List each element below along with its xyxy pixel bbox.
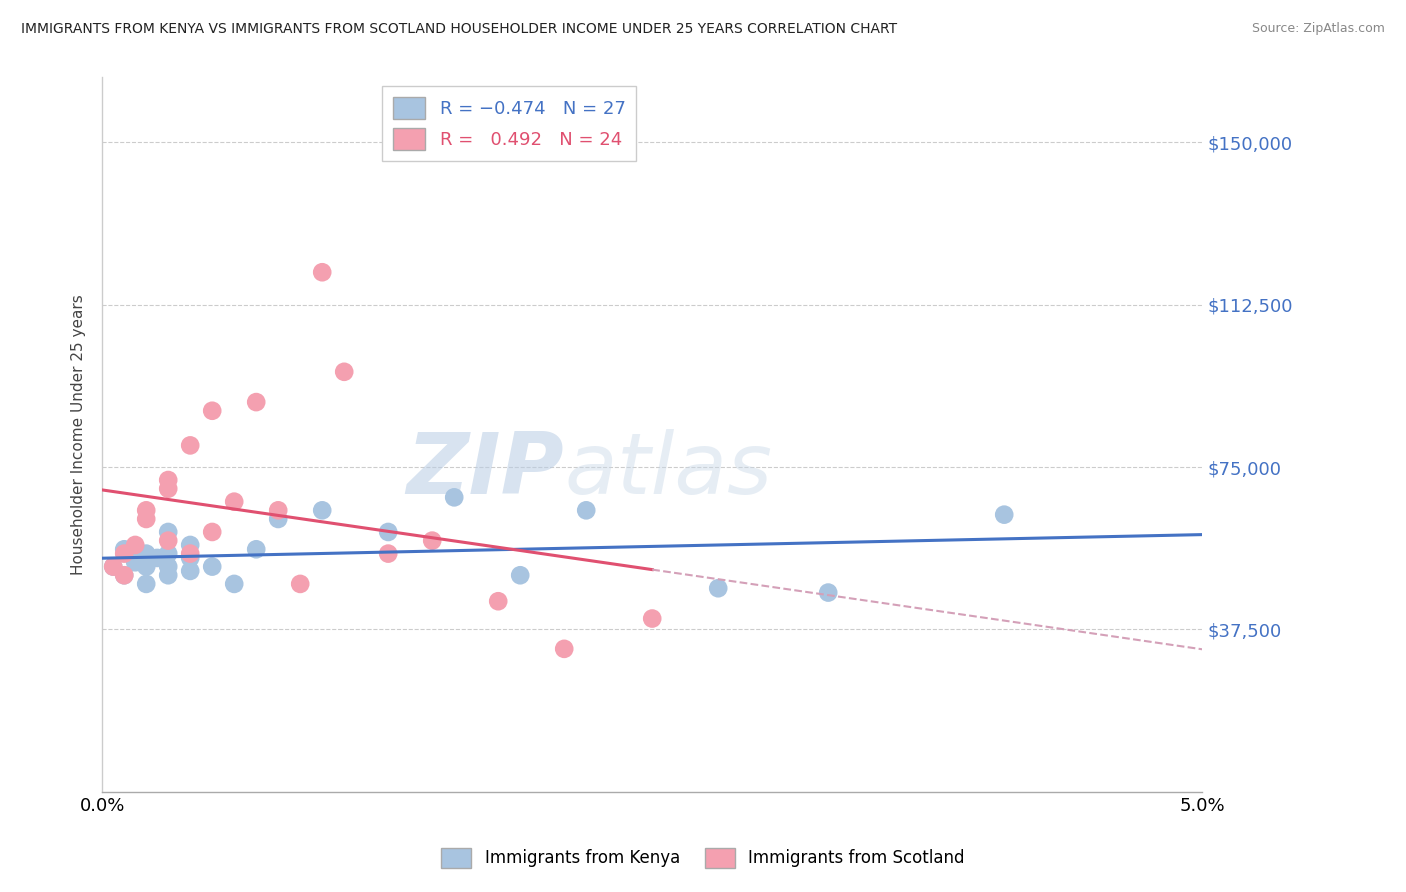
Point (641, 611, 664, 625)
Point (135, 547, 157, 561)
Point (179, 438, 201, 452)
Point (103, 559, 125, 574)
Point (993, 508, 1015, 522)
Point (201, 403, 224, 417)
Point (135, 559, 157, 574)
Point (112, 547, 135, 561)
Point (509, 568, 531, 582)
Point (486, 594, 509, 608)
Point (112, 568, 135, 582)
Point (267, 512, 290, 526)
Point (707, 581, 730, 595)
Point (112, 542, 135, 557)
Text: ZIP: ZIP (406, 429, 564, 512)
Point (443, 491, 465, 505)
Point (311, 503, 333, 517)
Point (224, 494, 246, 508)
Point (333, 365, 356, 379)
Point (135, 503, 157, 517)
Text: Source: ZipAtlas.com: Source: ZipAtlas.com (1251, 22, 1385, 36)
Point (157, 473, 180, 487)
Point (157, 547, 180, 561)
Point (179, 550, 201, 565)
Point (377, 547, 399, 561)
Legend: R = −0.474   N = 27, R =   0.492   N = 24: R = −0.474 N = 27, R = 0.492 N = 24 (382, 87, 637, 161)
Point (124, 555, 146, 569)
Point (157, 533, 180, 548)
Point (103, 559, 125, 574)
Point (124, 538, 146, 552)
Point (157, 524, 180, 539)
Point (201, 524, 224, 539)
Point (157, 568, 180, 582)
Point (553, 641, 575, 656)
Point (267, 503, 290, 517)
Point (575, 503, 598, 517)
Point (135, 577, 157, 591)
Legend: Immigrants from Kenya, Immigrants from Scotland: Immigrants from Kenya, Immigrants from S… (434, 841, 972, 875)
Point (179, 547, 201, 561)
Text: IMMIGRANTS FROM KENYA VS IMMIGRANTS FROM SCOTLAND HOUSEHOLDER INCOME UNDER 25 YE: IMMIGRANTS FROM KENYA VS IMMIGRANTS FROM… (21, 22, 897, 37)
Point (112, 568, 135, 582)
Point (179, 538, 201, 552)
Point (245, 542, 267, 557)
Point (157, 482, 180, 496)
Text: atlas: atlas (564, 429, 772, 512)
Point (179, 564, 201, 578)
Point (290, 577, 312, 591)
Y-axis label: Householder Income Under 25 years: Householder Income Under 25 years (72, 294, 86, 575)
Point (377, 524, 399, 539)
Point (135, 512, 157, 526)
Point (245, 395, 267, 409)
Point (201, 559, 224, 574)
Point (420, 533, 443, 548)
Point (146, 550, 169, 565)
Point (157, 559, 180, 574)
Point (224, 577, 246, 591)
Point (311, 265, 333, 279)
Point (817, 585, 839, 599)
